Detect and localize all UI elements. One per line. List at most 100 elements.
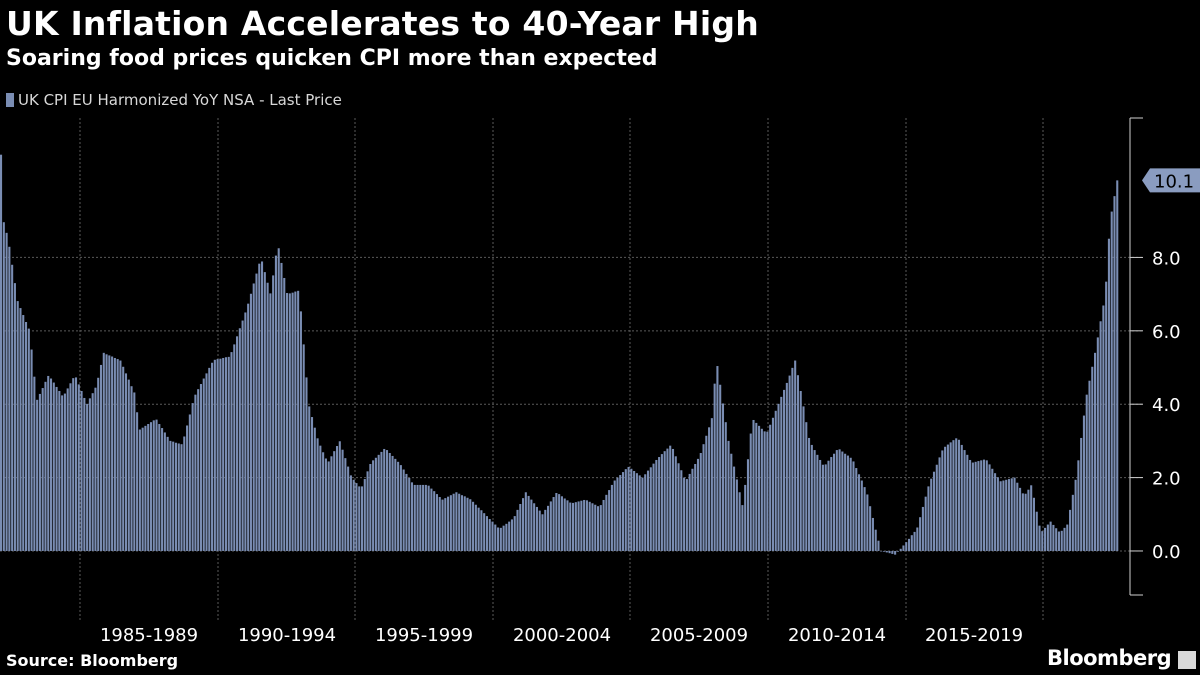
bar — [516, 509, 519, 551]
bar — [408, 477, 411, 551]
bar — [608, 490, 611, 551]
bar — [1049, 521, 1052, 551]
bar — [391, 455, 394, 551]
bar — [5, 232, 8, 551]
bar — [55, 386, 58, 551]
bar — [594, 504, 597, 551]
bar — [33, 376, 36, 551]
bar — [683, 477, 686, 551]
bar — [1046, 524, 1049, 551]
bar — [857, 474, 861, 551]
bar — [633, 470, 636, 551]
bar — [649, 467, 652, 551]
bar — [297, 290, 300, 551]
bar — [430, 488, 433, 551]
bar — [624, 469, 627, 551]
bar — [72, 378, 75, 551]
bar — [438, 497, 441, 551]
bar — [1082, 415, 1085, 551]
bar — [455, 492, 458, 551]
bar — [274, 255, 277, 551]
bar — [658, 457, 661, 551]
legend-swatch — [6, 93, 14, 107]
bar — [685, 479, 688, 551]
bar — [783, 389, 786, 551]
bar — [158, 424, 161, 551]
bar — [547, 505, 550, 551]
bar — [22, 315, 25, 551]
y-tick-label: 8.0 — [1152, 248, 1181, 269]
bar — [799, 390, 802, 551]
bar — [374, 457, 377, 551]
bar — [224, 357, 227, 551]
bar — [944, 446, 947, 551]
bar — [760, 428, 763, 551]
bar — [899, 548, 902, 551]
bar — [613, 480, 616, 551]
bar — [247, 303, 250, 551]
bar — [272, 275, 275, 551]
bar — [788, 375, 791, 551]
bar — [974, 461, 977, 551]
bar — [888, 550, 891, 554]
bar — [599, 505, 602, 551]
bar — [752, 419, 755, 551]
bar — [502, 525, 505, 551]
bar — [405, 473, 408, 551]
bar — [1107, 238, 1110, 551]
bar — [191, 403, 194, 551]
bar — [372, 460, 375, 551]
brand-logo: Bloomberg — [1047, 646, 1172, 670]
bar — [452, 493, 455, 551]
bar — [286, 293, 289, 551]
bar — [1113, 196, 1116, 551]
bar — [558, 494, 561, 551]
bar — [924, 496, 927, 551]
bar — [113, 357, 116, 551]
bar — [49, 378, 53, 551]
bar — [530, 499, 533, 551]
bar — [0, 154, 3, 551]
bar — [291, 292, 294, 551]
bar — [869, 506, 872, 551]
bar — [61, 395, 64, 551]
bar — [174, 442, 178, 551]
bar — [666, 448, 669, 551]
bar — [127, 379, 130, 551]
bar — [288, 293, 291, 551]
bar — [172, 441, 175, 551]
bar — [1027, 489, 1030, 551]
bar — [935, 464, 938, 551]
bar — [977, 461, 980, 551]
bar — [591, 503, 594, 551]
bar — [830, 457, 833, 551]
bar — [149, 422, 153, 551]
bar — [860, 480, 863, 551]
bar — [344, 458, 347, 551]
bar — [147, 424, 150, 551]
bar — [385, 450, 389, 551]
bar — [596, 506, 600, 551]
bar — [621, 472, 625, 551]
bar — [969, 459, 972, 551]
bar — [913, 531, 916, 551]
bar — [1038, 525, 1041, 551]
bar — [186, 425, 189, 551]
bar — [349, 475, 352, 551]
bar — [980, 460, 983, 551]
bar — [555, 493, 558, 551]
bar — [369, 464, 372, 551]
bar — [838, 449, 841, 551]
bar — [724, 422, 727, 551]
bar — [1030, 485, 1033, 551]
bar — [302, 344, 305, 551]
bar — [572, 502, 575, 551]
bar — [488, 519, 491, 551]
bar — [588, 501, 591, 551]
bar — [230, 352, 233, 551]
bar — [999, 481, 1002, 551]
bar — [522, 498, 525, 551]
bar — [652, 463, 655, 551]
bar — [1063, 527, 1066, 551]
bar — [560, 496, 563, 551]
